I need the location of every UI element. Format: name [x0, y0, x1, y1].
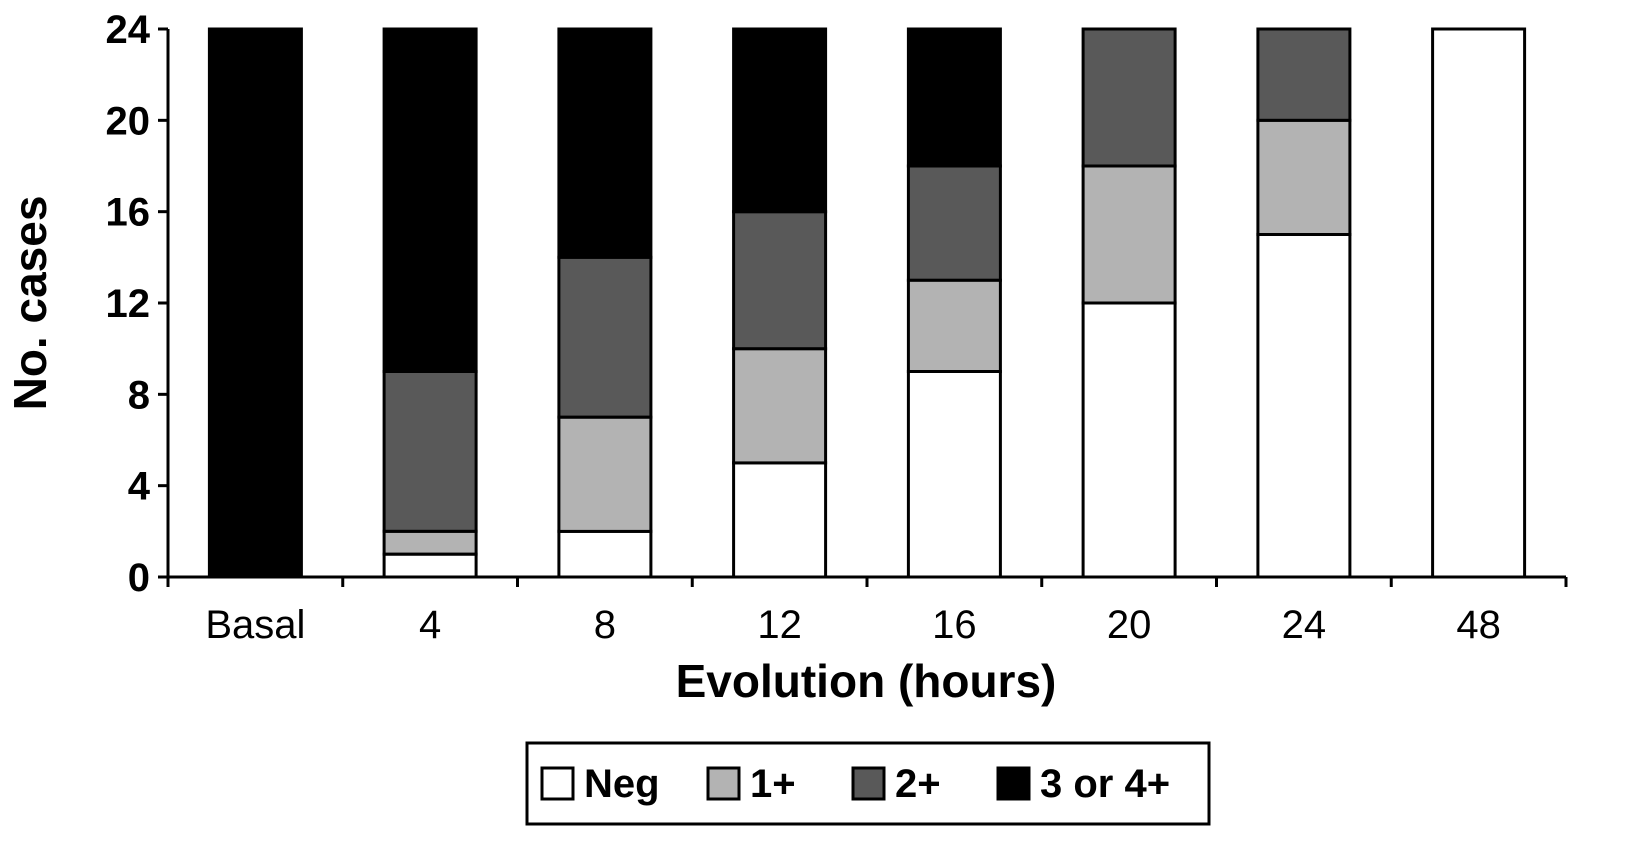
bar-segment-48-series-0 — [1431, 27, 1527, 579]
y-axis-title: No. cases — [4, 196, 56, 411]
x-tick-label: 16 — [932, 603, 977, 647]
legend-label: 3 or 4+ — [1040, 762, 1170, 806]
legend-swatch — [996, 766, 1031, 801]
bar-segment-basal-series-3 — [207, 27, 303, 579]
x-axis-title: Evolution (hours) — [676, 655, 1057, 707]
bar-segment-4-series-1 — [382, 529, 478, 556]
x-tick-label: 20 — [1107, 603, 1152, 647]
y-tick-label: 8 — [128, 373, 150, 417]
bar-segment-12-series-1 — [732, 347, 828, 465]
x-tick-label: 4 — [419, 603, 441, 647]
y-tick-label: 24 — [106, 8, 151, 52]
y-tick-label: 20 — [106, 99, 151, 143]
bar-segment-24-series-0 — [1256, 233, 1352, 579]
legend-swatch — [851, 766, 886, 801]
legend: Neg 1+ 2+ 3 or 4+ — [525, 741, 1211, 826]
bar-segment-16-series-3 — [906, 27, 1002, 168]
y-tick-label: 4 — [128, 465, 151, 509]
bar-segment-12-series-3 — [732, 27, 828, 214]
bar-segment-24-series-2 — [1256, 27, 1352, 122]
x-tick-label: 48 — [1456, 603, 1501, 647]
bar-segment-12-series-0 — [732, 461, 828, 579]
bars-group — [207, 27, 1527, 579]
legend-label: 2+ — [895, 762, 941, 806]
legend-box — [525, 741, 1211, 826]
bar-segment-4-series-0 — [382, 552, 478, 579]
y-tick-label: 16 — [106, 191, 151, 235]
y-tick-label: 0 — [128, 556, 150, 600]
x-tick-label: Basal — [205, 603, 305, 647]
x-tick-label: 12 — [757, 603, 802, 647]
legend-label: Neg — [584, 762, 660, 806]
legend-swatch — [706, 766, 741, 801]
bar-segment-4-series-2 — [382, 370, 478, 533]
x-tick-label: 8 — [594, 603, 616, 647]
legend-swatch — [540, 766, 575, 801]
bar-segment-20-series-1 — [1081, 164, 1177, 305]
bar-segment-16-series-0 — [906, 370, 1002, 579]
bar-segment-12-series-2 — [732, 210, 828, 351]
bar-segment-4-series-3 — [382, 27, 478, 373]
x-tick-label: 24 — [1282, 603, 1327, 647]
bar-segment-8-series-1 — [557, 415, 653, 533]
bar-segment-20-series-2 — [1081, 27, 1177, 168]
bar-segment-16-series-2 — [906, 164, 1002, 282]
bar-segment-8-series-3 — [557, 27, 653, 259]
legend-label: 1+ — [750, 762, 796, 806]
bar-segment-16-series-1 — [906, 278, 1002, 374]
bar-segment-20-series-0 — [1081, 301, 1177, 579]
y-tick-label: 12 — [106, 282, 151, 326]
bar-segment-24-series-1 — [1256, 118, 1352, 236]
bar-segment-8-series-2 — [557, 255, 653, 419]
bar-segment-8-series-0 — [557, 529, 653, 579]
